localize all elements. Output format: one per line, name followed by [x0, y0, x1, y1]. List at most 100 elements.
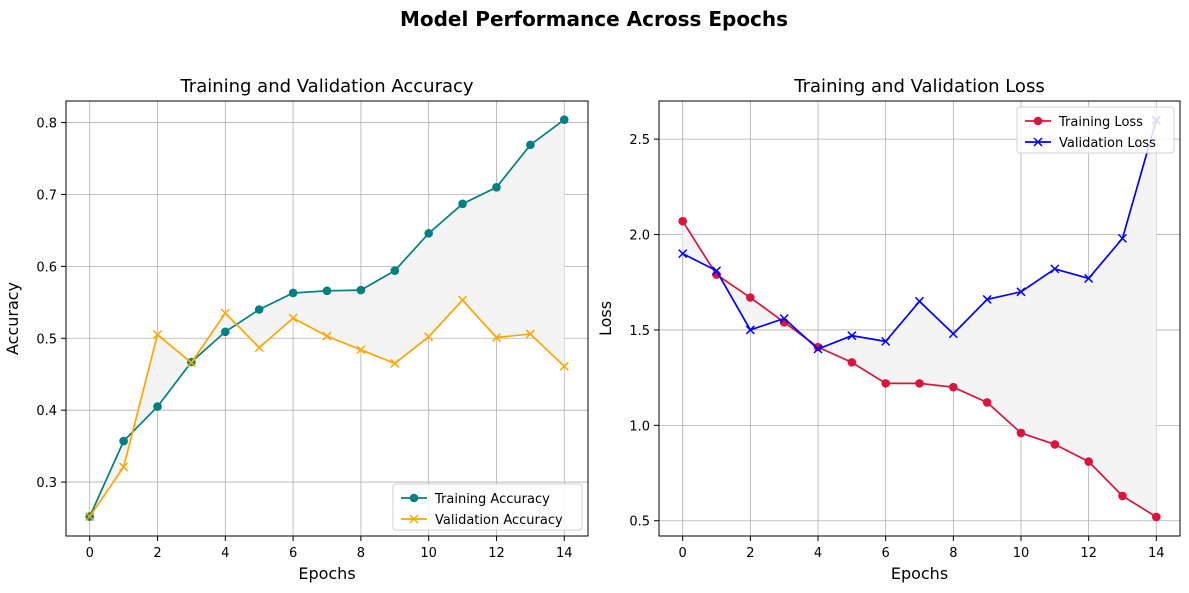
legend-label: Validation Loss	[1059, 136, 1156, 151]
legend: Training Accuracy Validation Accuracy	[392, 483, 583, 531]
data-point	[288, 288, 298, 298]
y-tick-label: 0.5	[36, 332, 57, 347]
data-point	[813, 344, 823, 354]
x-tick-label: 8	[949, 546, 957, 561]
x-tick-label: 14	[1148, 546, 1165, 561]
x-tick-label: 4	[814, 546, 822, 561]
legend-label: Validation Accuracy	[435, 513, 563, 528]
legend-frame	[392, 483, 583, 531]
data-point	[559, 361, 569, 371]
data-point	[152, 330, 163, 340]
data-point	[390, 358, 400, 368]
legend-label: Training Loss	[1058, 115, 1143, 130]
series-0	[85, 115, 569, 521]
y-tick-label: 0.7	[36, 188, 57, 203]
data-point	[949, 382, 958, 392]
y-tick-label: 2.5	[629, 133, 650, 148]
data-point	[678, 249, 688, 259]
loss-chart: 0 2 4 6 8 10 12 14 0.5 1.0 1.5 2.0 2.5 Training and …	[596, 76, 1181, 583]
series-1	[85, 295, 569, 522]
data-point	[221, 327, 230, 337]
data-point	[813, 342, 823, 352]
data-point	[390, 266, 400, 275]
legend-marker	[1033, 137, 1043, 147]
data-point	[847, 358, 857, 367]
legend-frame	[1016, 106, 1175, 154]
data-point	[491, 333, 502, 343]
y-axis-label: Accuracy	[3, 282, 22, 355]
data-point	[424, 332, 434, 342]
y-tick-label: 2.0	[629, 229, 650, 244]
x-tick-label: 6	[289, 546, 297, 561]
fill-between-area	[682, 120, 1157, 517]
data-point	[678, 216, 687, 226]
y-tick-label: 0.3	[36, 476, 57, 491]
figure-title: Model Performance Across Epochs	[400, 7, 788, 31]
y-tick-label: 0.5	[629, 515, 650, 530]
legend: Training Loss Validation Loss	[1016, 106, 1175, 154]
data-point	[982, 398, 992, 407]
data-point	[424, 228, 433, 238]
legend-label: Training Accuracy	[434, 492, 550, 507]
data-point	[322, 331, 332, 341]
data-point	[746, 293, 755, 302]
data-point	[915, 379, 924, 388]
axes-frame	[658, 100, 1181, 537]
data-point	[1118, 491, 1127, 501]
x-tick-label: 4	[221, 546, 229, 561]
data-point	[254, 305, 264, 314]
series-0	[678, 216, 1161, 522]
data-point	[85, 512, 95, 522]
data-point	[356, 285, 366, 295]
data-point	[745, 325, 755, 335]
x-tick-label: 8	[357, 546, 365, 561]
data-point	[982, 294, 992, 304]
data-point	[525, 329, 535, 339]
data-point	[847, 331, 857, 341]
data-point	[119, 462, 129, 472]
series-1	[678, 115, 1161, 354]
plot-area: 0 2 4 6 8 10 12 14 0.3 0.4 0.5 0.6 0.7 0.8	[36, 100, 589, 561]
data-point	[186, 358, 196, 368]
legend-marker	[1033, 116, 1043, 126]
data-point	[1016, 428, 1026, 438]
legend-marker	[409, 493, 419, 503]
x-tick-label: 0	[679, 546, 687, 561]
data-point	[458, 295, 468, 305]
data-point	[1050, 440, 1060, 449]
data-point	[779, 313, 789, 324]
x-tick-label: 2	[746, 546, 754, 561]
chart-title: Training and Validation Loss	[793, 76, 1044, 97]
legend-marker	[409, 514, 419, 524]
y-tick-label: 0.8	[36, 117, 57, 132]
y-tick-label: 1.0	[629, 419, 650, 434]
data-point	[881, 379, 890, 388]
y-axis-label: Loss	[596, 301, 615, 336]
x-tick-label: 10	[420, 546, 437, 561]
data-point	[458, 199, 467, 209]
data-point	[254, 343, 264, 353]
x-axis-label: Epochs	[891, 564, 948, 583]
x-tick-label: 10	[1013, 546, 1030, 561]
x-tick-label: 12	[488, 546, 505, 561]
data-point	[288, 313, 298, 323]
accuracy-chart: 0 2 4 6 8 10 12 14 0.3 0.4 0.5 0.6 0.7 0.8 Training a…	[3, 76, 589, 583]
plot-area: 0 2 4 6 8 10 12 14 0.5 1.0 1.5 2.0 2.5	[629, 100, 1181, 561]
x-tick-label: 12	[1080, 546, 1097, 561]
data-point	[153, 402, 162, 411]
data-point	[1117, 233, 1128, 243]
data-point	[914, 296, 925, 306]
x-tick-label: 6	[882, 546, 890, 561]
data-point	[559, 115, 569, 124]
data-point	[1084, 457, 1093, 466]
data-point	[322, 286, 332, 296]
fill-between-area	[89, 119, 565, 517]
y-tick-label: 0.4	[36, 404, 57, 419]
data-point	[1050, 264, 1060, 274]
y-tick-label: 0.6	[36, 260, 57, 275]
x-axis-label: Epochs	[298, 564, 355, 583]
data-point	[1084, 273, 1094, 283]
x-tick-label: 2	[153, 546, 161, 561]
data-point	[1152, 512, 1161, 522]
